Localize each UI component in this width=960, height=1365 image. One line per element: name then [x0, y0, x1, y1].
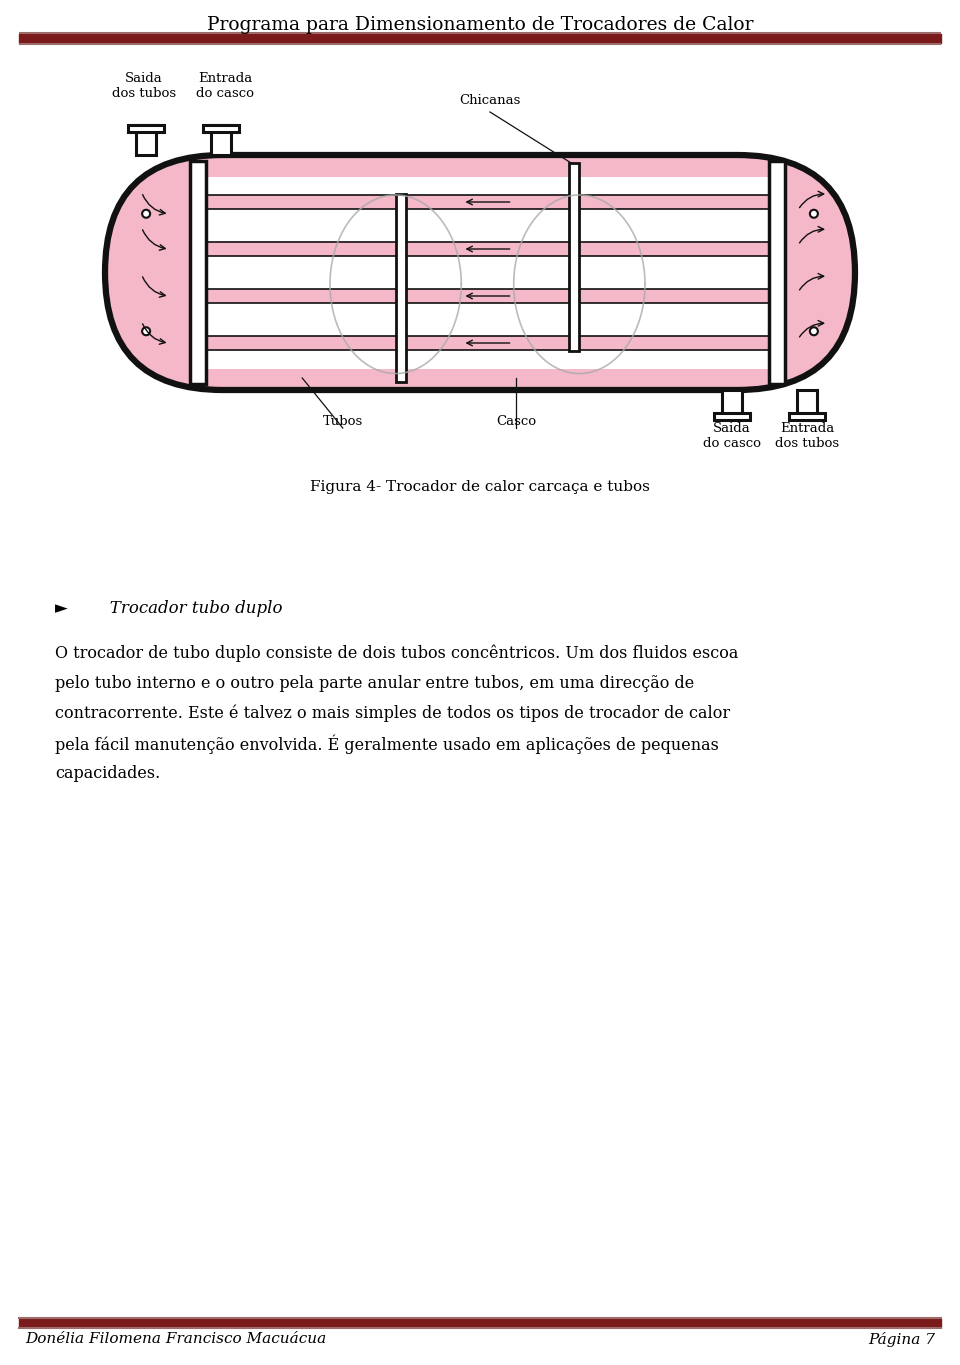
Bar [722, 390, 742, 420]
Bar [396, 194, 406, 382]
FancyBboxPatch shape [105, 156, 855, 390]
Bar [198, 176, 777, 369]
Bar [198, 289, 777, 303]
Text: capacidades.: capacidades. [55, 764, 160, 782]
Text: Entrada
dos tubos: Entrada dos tubos [775, 422, 839, 450]
Text: O trocador de tubo duplo consiste de dois tubos concêntricos. Um dos fluidos esc: O trocador de tubo duplo consiste de doi… [55, 646, 738, 662]
Text: Entrada
do casco: Entrada do casco [196, 72, 254, 100]
Text: ►        Trocador tubo duplo: ► Trocador tubo duplo [55, 601, 282, 617]
Text: Figura 4- Trocador de calor carcaça e tubos: Figura 4- Trocador de calor carcaça e tu… [310, 480, 650, 494]
Bar [789, 414, 825, 420]
Circle shape [810, 328, 818, 336]
Bar [198, 195, 777, 209]
Text: pelo tubo interno e o outro pela parte anular entre tubos, em uma direcção de: pelo tubo interno e o outro pela parte a… [55, 676, 694, 692]
Circle shape [142, 328, 150, 336]
Bar [769, 161, 785, 384]
Bar [203, 126, 239, 132]
Bar [569, 162, 579, 351]
Text: Página 7: Página 7 [868, 1332, 935, 1347]
Text: pela fácil manutenção envolvida. É geralmente usado em aplicações de pequenas: pela fácil manutenção envolvida. É geral… [55, 734, 719, 755]
Circle shape [810, 210, 818, 218]
Text: Casco: Casco [496, 415, 537, 429]
Circle shape [142, 210, 150, 218]
Bar [198, 242, 777, 257]
Text: Programa para Dimensionamento de Trocadores de Calor: Programa para Dimensionamento de Trocado… [206, 16, 754, 34]
Text: contracorrente. Este é talvez o mais simples de todos os tipos de trocador de ca: contracorrente. Este é talvez o mais sim… [55, 704, 731, 722]
Text: Tubos: Tubos [323, 415, 363, 429]
Bar [714, 414, 750, 420]
Bar [797, 390, 817, 420]
Bar [128, 126, 164, 132]
Text: Chicanas: Chicanas [459, 94, 520, 106]
Bar [198, 336, 777, 349]
Text: Saida
dos tubos: Saida dos tubos [112, 72, 176, 100]
Text: Saida
do casco: Saida do casco [703, 422, 761, 450]
Text: Donélia Filomena Francisco Macuácua: Donélia Filomena Francisco Macuácua [25, 1332, 326, 1346]
Bar [211, 126, 231, 156]
Bar [136, 126, 156, 156]
Bar [190, 161, 206, 384]
